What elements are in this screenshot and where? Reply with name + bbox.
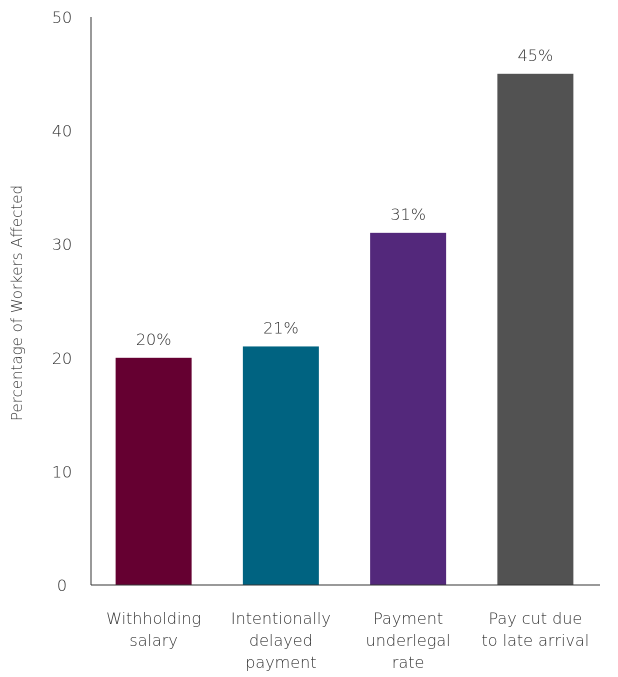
category-label-line: Withholding	[106, 609, 201, 628]
y-tick-label: 10	[52, 462, 72, 481]
data-label: 20%	[136, 330, 172, 349]
category-label-line: salary	[129, 631, 177, 650]
category-label-line: payment	[245, 653, 316, 672]
category-labels: Withholding salary Intentionally delayed pay…	[106, 609, 589, 672]
data-labels: 20% 21% 31% 45%	[136, 46, 553, 349]
bar	[370, 232, 447, 585]
bars	[115, 73, 574, 586]
category-label-line: Pay cut due	[489, 609, 583, 628]
y-axis-ticks: 0 10 20 30 40 50	[52, 8, 72, 595]
category-label-line: delayed	[249, 631, 313, 650]
y-tick-label: 0	[57, 576, 67, 595]
category-label: Withholding salary	[106, 609, 201, 650]
category-label: Pay cut due to late arrival	[482, 609, 590, 650]
category-label-line: rate	[392, 653, 425, 672]
y-tick-label: 20	[52, 349, 72, 368]
bar	[497, 73, 574, 586]
bar	[242, 346, 319, 585]
category-label-line: Payment	[373, 609, 443, 628]
y-tick-label: 50	[52, 8, 72, 27]
data-label: 45%	[518, 46, 554, 65]
data-label: 21%	[263, 318, 299, 337]
category-label-line: Intentionally	[231, 609, 331, 628]
data-label: 31%	[390, 205, 426, 224]
bar	[115, 357, 192, 585]
category-label: Intentionally delayed payment	[231, 609, 331, 672]
category-label-line: to late arrival	[482, 631, 590, 650]
category-label-line: underlegal	[366, 631, 451, 650]
y-axis-title: Percentage of Workers Affected	[8, 185, 26, 421]
y-tick-label: 40	[52, 122, 72, 141]
category-label: Payment underlegal rate	[366, 609, 451, 672]
y-tick-label: 30	[52, 235, 72, 254]
